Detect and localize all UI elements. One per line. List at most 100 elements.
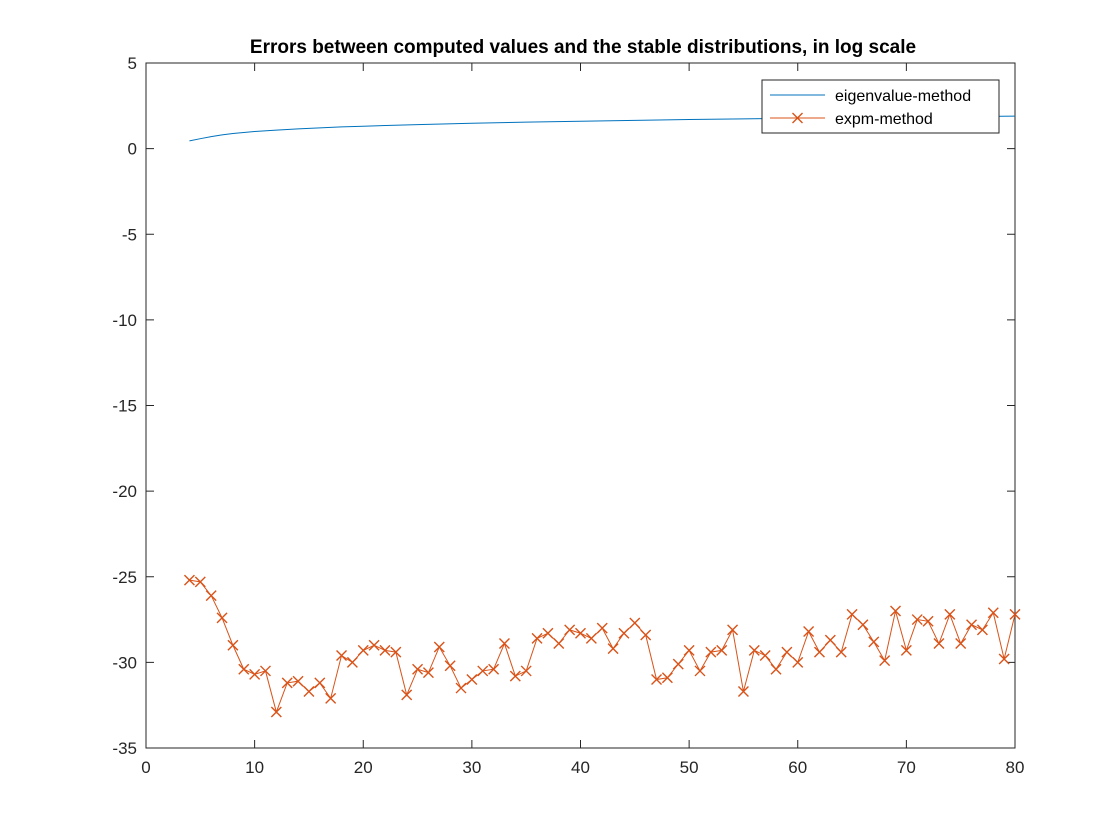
x-tick-label: 60 [788, 758, 807, 777]
data-point-expm-method [466, 674, 478, 685]
data-point-expm-method [303, 685, 315, 697]
data-point-expm-method [792, 656, 804, 668]
data-point-expm-method [238, 663, 250, 675]
x-tick-label: 70 [897, 758, 916, 777]
data-point-expm-method [868, 636, 880, 648]
legend-marker-expm-method [792, 112, 803, 124]
x-tick-label: 80 [1006, 758, 1025, 777]
data-point-expm-method [520, 665, 532, 677]
data-point-expm-method [357, 644, 369, 656]
data-point-expm-method [488, 663, 500, 675]
data-point-expm-method [748, 644, 760, 656]
plot-area [183, 115, 1021, 718]
x-tick-label: 40 [571, 758, 590, 777]
data-point-expm-method [987, 607, 999, 619]
y-tick-label: 5 [128, 54, 137, 73]
data-point-expm-method [683, 644, 695, 656]
data-point-expm-method [835, 646, 847, 658]
data-point-expm-method [292, 675, 304, 687]
data-point-expm-method [803, 626, 815, 638]
data-point-expm-method [955, 638, 967, 650]
data-point-expm-method [346, 656, 358, 668]
data-point-expm-method [477, 665, 489, 677]
chart-title: Errors between computed values and the s… [250, 37, 916, 58]
data-point-expm-method [314, 677, 326, 689]
data-point-expm-method [781, 646, 793, 658]
data-point-expm-method [922, 615, 934, 627]
data-point-expm-method [737, 685, 749, 697]
data-point-expm-method [249, 668, 261, 680]
data-point-expm-method [433, 641, 445, 653]
y-tick-label: -30 [112, 653, 137, 672]
data-point-expm-method [813, 646, 825, 658]
x-tick-label: 10 [245, 758, 264, 777]
data-point-expm-method [444, 660, 456, 672]
data-point-expm-method [412, 663, 424, 675]
data-point-expm-method [498, 638, 510, 650]
data-point-expm-method [618, 627, 630, 639]
data-point-expm-method [194, 576, 206, 588]
data-point-expm-method [607, 643, 619, 655]
data-point-expm-method [281, 677, 293, 689]
legend-label-expm-method: expm-method [835, 111, 933, 128]
data-point-expm-method [890, 605, 902, 617]
data-point-expm-method [401, 689, 413, 701]
data-point-expm-method [509, 670, 521, 682]
data-point-expm-method [216, 612, 228, 624]
data-point-expm-method [596, 622, 608, 634]
data-point-expm-method [944, 608, 956, 620]
axes-box [145, 62, 1016, 749]
data-point-expm-method [259, 665, 271, 677]
data-point-expm-method [672, 658, 684, 670]
data-point-expm-method [227, 639, 239, 651]
y-tick-label: -15 [112, 397, 137, 416]
data-point-expm-method [390, 646, 402, 658]
x-tick-label: 20 [354, 758, 373, 777]
data-point-expm-method [629, 617, 641, 629]
y-tick-label: -35 [112, 739, 137, 758]
legend-box [761, 79, 1000, 134]
data-point-expm-method [727, 624, 739, 636]
data-point-expm-method [336, 650, 348, 662]
data-point-expm-method [824, 634, 836, 646]
data-point-expm-method [575, 627, 586, 639]
data-point-expm-method [716, 644, 728, 656]
data-point-expm-method [694, 665, 706, 677]
data-point-expm-method [640, 629, 652, 641]
data-point-expm-method [651, 674, 663, 685]
data-point-expm-method [585, 632, 597, 644]
data-point-expm-method [1009, 608, 1021, 620]
x-tick-label: 0 [141, 758, 150, 777]
data-point-expm-method [879, 655, 891, 667]
legend: eigenvalue-method expm-method [761, 79, 1000, 134]
y-tick-label: -20 [112, 482, 137, 501]
data-point-expm-method [368, 639, 380, 651]
x-tick-label: 50 [680, 758, 699, 777]
series-expm-method [183, 574, 1021, 718]
data-point-expm-method [661, 672, 673, 684]
data-point-expm-method [705, 646, 717, 658]
y-tick-label: -25 [112, 568, 137, 587]
data-point-expm-method [183, 574, 195, 586]
data-point-expm-method [205, 590, 217, 602]
data-point-expm-method [759, 650, 771, 662]
x-tick-label: 30 [462, 758, 481, 777]
data-point-expm-method [542, 627, 554, 639]
data-point-expm-method [846, 608, 858, 620]
y-tick-label: -5 [122, 225, 137, 244]
y-tick-label: 0 [128, 140, 137, 159]
data-point-expm-method [455, 682, 467, 694]
data-point-expm-method [770, 663, 782, 675]
data-point-expm-method [553, 638, 565, 650]
data-point-expm-method [379, 644, 391, 656]
y-tick-label: -10 [112, 311, 137, 330]
data-point-expm-method [422, 667, 434, 679]
legend-label-eigenvalue-method: eigenvalue-method [835, 88, 971, 105]
data-point-expm-method [976, 624, 988, 636]
data-point-expm-method [531, 632, 543, 644]
data-point-expm-method [564, 624, 576, 636]
data-point-expm-method [998, 653, 1010, 665]
data-point-expm-method [270, 706, 282, 718]
